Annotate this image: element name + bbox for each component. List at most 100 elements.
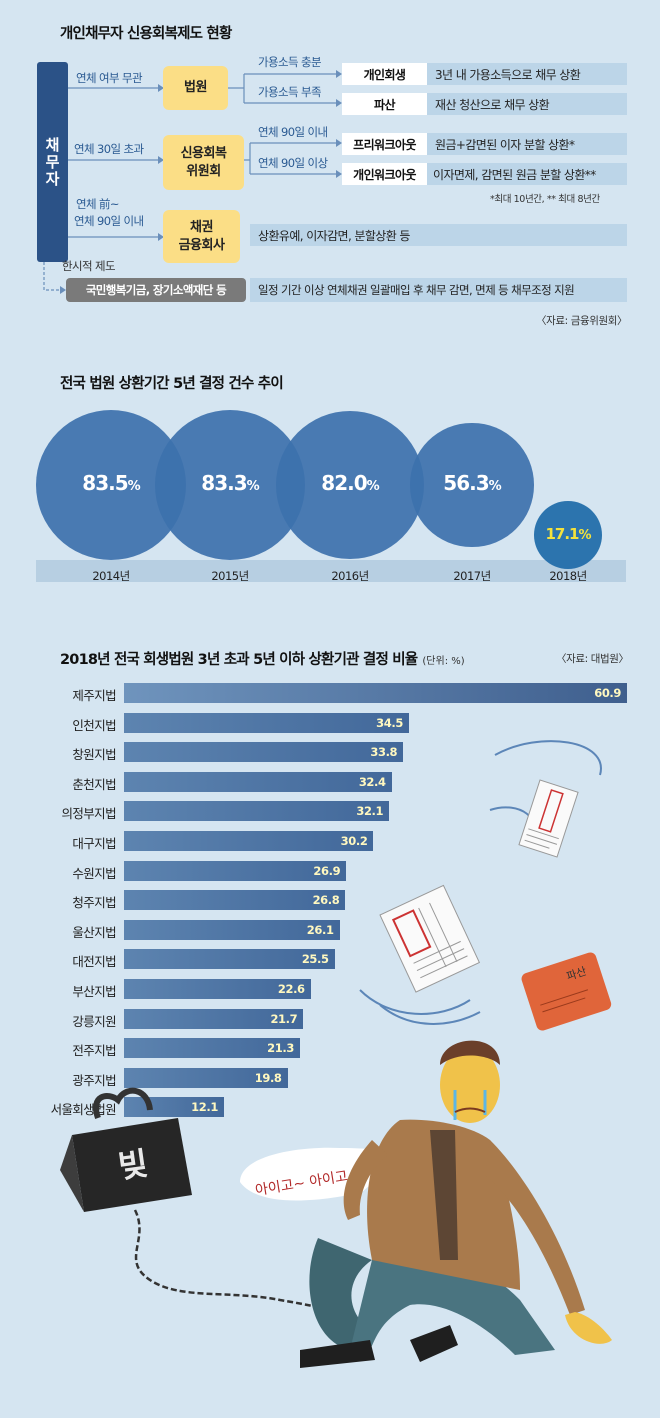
bar-value-label: 33.8 [370,745,398,760]
org-ccrs: 신용회복 위원회 [163,135,244,190]
desc-creditor: 상환유예, 이자감면, 분할상환 등 [250,224,627,246]
bar-category-label: 춘천지법 [72,776,116,792]
bar-광주지법 [124,1067,288,1088]
label-temp: 한시적 제도 [62,259,116,273]
bar-category-label: 강릉지원 [72,1013,116,1029]
label-pre-line2: 연체 90일 이내 [74,214,144,228]
bar-value-label: 21.7 [270,1011,298,1026]
bar-category-label: 대전지법 [72,954,116,970]
bubble-year-label: 2014년 [92,569,130,583]
bar-울산지법 [124,919,340,940]
bar-category-label: 광주지법 [72,1072,116,1088]
bar-value-label: 19.8 [254,1070,282,1085]
bar-인천지법 [124,712,409,733]
crying-man [300,1040,612,1368]
org-temp-fund: 국민행복기금, 장기소액재단 등 [66,278,246,302]
bubble-year-label: 2015년 [211,569,249,583]
illustration: 파산 아이고~ 아이고~ 빚 [60,740,612,1368]
bar-value-label: 12.1 [191,1100,218,1115]
debt-weight: 빚 [60,1087,192,1212]
org-court: 법원 [163,66,228,110]
bar-value-label: 32.1 [356,804,384,819]
label-any-overdue: 연체 여부 무관 [76,71,143,85]
bar-제주지법 [124,683,627,703]
bar-강릉지원 [124,1008,304,1029]
desc-temp: 일정 기간 이상 연체채권 일괄매입 후 채무 감면, 면제 등 채무조정 지원 [250,278,627,302]
bar-category-label: 전주지법 [72,1043,116,1059]
desc-rehab: 3년 내 가용소득으로 채무 상환 [427,63,627,85]
bar-value-label: 32.4 [358,774,386,789]
bar-category-label: 수원지법 [72,865,116,881]
bubble-value-label: 17.1% [545,525,591,543]
bar-value-label: 26.1 [306,922,334,937]
bar-부산지법 [124,979,311,999]
desc-prework: 원금+감면된 이자 분할 상환* [427,133,627,155]
label-pre-line1: 연체 前~ [76,197,120,211]
bankruptcy-stamp-text: 파산 [565,965,588,984]
footnote: *최대 10년간, ** 최대 8년간 [490,194,600,205]
program-bankrupt: 파산 [342,93,427,115]
bubble-value-label: 83.3% [201,471,259,495]
bar-대전지법 [124,949,335,970]
debtor-box: 채무자 [37,62,68,262]
desc-work: 이자면제, 감면된 원금 분할 상환** [427,163,627,185]
chain [133,1209,351,1314]
bar-category-label: 창원지법 [72,747,116,763]
org-creditor: 채권 금융회사 [163,210,240,263]
flow-connectors [43,70,342,294]
bar-category-label: 부산지법 [72,984,116,999]
label-within90: 연체 90일 이내 [258,125,328,139]
speech-bubble: 아이고~ 아이고~ [240,1132,432,1201]
source-fsc: 〈자료: 금융위원회〉 [536,315,628,327]
program-prework: 프리워크아웃 [342,133,427,155]
bar-category-label: 청주지법 [72,895,116,911]
bubble-value-label: 82.0% [321,471,379,495]
label-income-low: 가용소득 부족 [258,85,322,99]
bubble-baseline-band [36,560,626,582]
bar-category-label: 서울회생법원 [50,1102,117,1118]
paper-document-2 [379,884,481,993]
paper-document-1 [518,779,579,858]
bar-value-label: 30.2 [340,834,368,848]
program-rehab: 개인회생 [342,63,427,85]
debt-weight-text: 빚 [116,1144,150,1186]
bubble-year-label: 2018년 [549,569,587,583]
bubble-2016년 [275,410,425,560]
desc-bankrupt: 재산 청산으로 채무 상환 [427,93,627,115]
bar-value-label: 26.9 [313,863,341,878]
bar-category-label: 울산지법 [72,924,116,940]
bar-대구지법 [124,831,374,851]
bar-value-label: 26.8 [312,893,340,908]
bar-category-label: 인천지법 [72,717,116,733]
bubble-year-label: 2017년 [453,569,491,583]
bar-value-label: 25.5 [301,952,329,967]
bar-의정부지법 [124,801,390,822]
section3-title: 2018년 전국 회생법원 3년 초과 5년 이하 상환기관 결정 비율 [60,652,418,668]
program-work: 개인워크아웃 [342,163,427,185]
section1-title: 개인채무자 신용회복제도 현황 [60,26,232,42]
section3-unit: (단위: %) [422,656,465,667]
bar-category-label: 제주지법 [72,688,116,703]
bubble-2018년 [534,501,602,569]
label-over90: 연체 90일 이상 [258,156,328,170]
section2-title: 전국 법원 상환기간 5년 결정 건수 추이 [60,376,284,392]
label-over30: 연체 30일 초과 [74,142,144,156]
label-income-ok: 가용소득 충분 [258,55,322,69]
section3-title-row: 2018년 전국 회생법원 3년 초과 5년 이하 상환기관 결정 비율 (단위… [60,648,465,669]
bankruptcy-card: 파산 [521,952,612,1031]
bubble-2017년 [410,423,534,547]
bar-창원지법 [124,742,404,763]
bubble-value-label: 83.5% [82,471,140,495]
bar-춘천지법 [124,771,392,792]
bubble-year-label: 2016년 [331,569,369,583]
bar-청주지법 [124,890,346,911]
bar-category-label: 대구지법 [72,836,116,851]
bar-category-label: 의정부지법 [61,806,116,822]
bubble-value-label: 56.3% [443,471,501,495]
bar-수원지법 [124,860,347,881]
bar-value-label: 34.5 [376,715,403,730]
bar-value-label: 60.9 [594,686,621,700]
bar-value-label: 21.3 [267,1041,294,1056]
bar-전주지법 [124,1038,300,1059]
bar-value-label: 22.6 [277,982,305,996]
